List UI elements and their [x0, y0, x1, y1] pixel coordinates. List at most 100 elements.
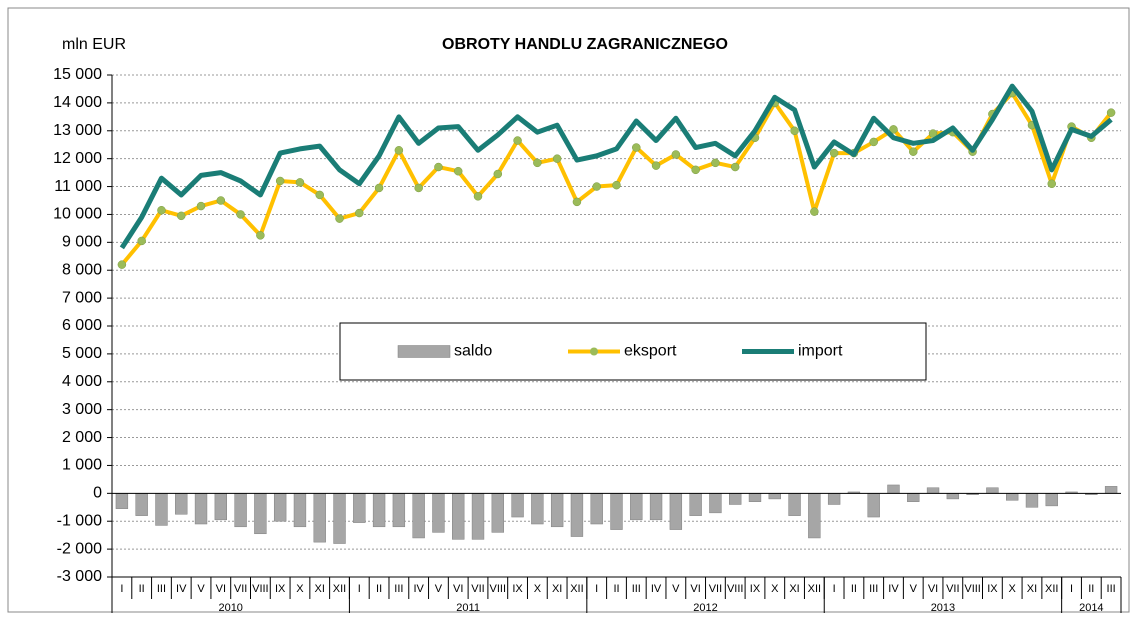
- y-tick-label: 11 000: [54, 178, 102, 195]
- bar: [926, 487, 940, 494]
- marker: [691, 165, 700, 175]
- marker: [493, 169, 503, 179]
- bar: [471, 493, 485, 540]
- y-tick-label: 5 000: [62, 345, 102, 362]
- marker: [730, 162, 740, 172]
- marker: [572, 197, 582, 207]
- x-tick-label: VIII: [727, 583, 744, 595]
- x-tick-label: III: [632, 583, 641, 595]
- x-tick-label: II: [376, 583, 382, 595]
- chart-title: OBROTY HANDLU ZAGRANICZNEGO: [442, 36, 728, 53]
- bar: [392, 493, 406, 528]
- x-tick-label: III: [157, 583, 166, 595]
- marker: [533, 158, 542, 168]
- bar: [333, 493, 346, 544]
- marker: [374, 183, 384, 193]
- marker: [355, 208, 364, 218]
- bar: [748, 493, 762, 502]
- x-tick-label: VIII: [490, 583, 507, 595]
- legend-label: eksport: [624, 343, 677, 360]
- bar: [1006, 493, 1019, 501]
- marker: [256, 231, 265, 240]
- y-tick-label: -3 000: [57, 568, 102, 585]
- bar: [649, 493, 663, 521]
- year-label: 2010: [218, 602, 242, 613]
- y-tick-label: 6 000: [62, 317, 102, 334]
- y-tick-label: 9 000: [62, 234, 102, 251]
- x-tick-label: V: [435, 583, 443, 595]
- x-tick-label: VI: [690, 583, 700, 595]
- bar: [194, 493, 208, 525]
- bar: [590, 493, 603, 525]
- marker: [473, 192, 483, 201]
- x-tick-label: X: [771, 583, 779, 595]
- marker: [671, 150, 681, 159]
- bar: [273, 493, 287, 522]
- y-tick-label: 8 000: [62, 261, 102, 278]
- bar: [155, 493, 168, 526]
- x-tick-label: II: [1088, 583, 1094, 595]
- y-tick-label: 15 000: [53, 66, 102, 83]
- bar: [709, 493, 722, 514]
- y-tick-label: 1 000: [62, 457, 102, 474]
- x-tick-label: V: [672, 583, 680, 595]
- x-tick-label: I: [358, 583, 361, 595]
- year-label: 2013: [931, 602, 955, 613]
- marker: [829, 148, 839, 158]
- bar: [1025, 493, 1039, 508]
- marker: [869, 137, 878, 147]
- y-tick-label: 12 000: [53, 150, 102, 167]
- marker: [157, 206, 166, 215]
- bar: [630, 493, 643, 521]
- x-tick-label: IX: [750, 583, 761, 595]
- bar: [234, 493, 247, 528]
- y-tick-label: -2 000: [57, 540, 102, 557]
- x-tick-label: III: [394, 583, 403, 595]
- bar: [372, 493, 386, 528]
- y-tick-label: 2 000: [62, 429, 102, 446]
- chart-border: [7, 7, 1130, 613]
- legend-label: import: [798, 343, 843, 360]
- bar: [531, 493, 544, 525]
- marker: [790, 126, 799, 136]
- bar: [946, 493, 960, 500]
- marker: [1106, 108, 1116, 117]
- x-tick-label: III: [1107, 583, 1116, 595]
- bar: [887, 484, 900, 494]
- marker: [414, 183, 423, 193]
- bar: [412, 493, 425, 539]
- x-tick-label: II: [851, 583, 857, 595]
- marker: [216, 196, 226, 205]
- x-tick-label: XI: [552, 583, 562, 595]
- marker: [196, 201, 206, 211]
- bar: [907, 493, 920, 502]
- marker: [335, 214, 344, 223]
- x-tick-label: I: [595, 583, 598, 595]
- marker: [315, 190, 324, 200]
- bar: [768, 493, 781, 500]
- x-tick-label: VII: [946, 583, 959, 595]
- marker: [909, 147, 918, 156]
- marker: [552, 154, 562, 163]
- x-tick-label: V: [197, 583, 205, 595]
- marker: [513, 136, 522, 145]
- x-tick-label: VII: [709, 583, 722, 595]
- marker: [612, 180, 621, 190]
- x-tick-label: IX: [275, 583, 286, 595]
- x-tick-label: IX: [987, 583, 998, 595]
- bar: [135, 493, 148, 516]
- x-tick-label: V: [910, 583, 918, 595]
- marker: [592, 182, 601, 191]
- x-tick-label: X: [534, 583, 542, 595]
- marker: [434, 162, 443, 172]
- bar: [550, 493, 564, 528]
- bar: [313, 493, 326, 543]
- marker: [632, 143, 641, 152]
- bar: [214, 493, 227, 521]
- bar: [788, 493, 801, 516]
- bar: [452, 493, 465, 540]
- marker: [1047, 179, 1057, 189]
- x-tick-label: VI: [928, 583, 938, 595]
- bar: [175, 493, 188, 515]
